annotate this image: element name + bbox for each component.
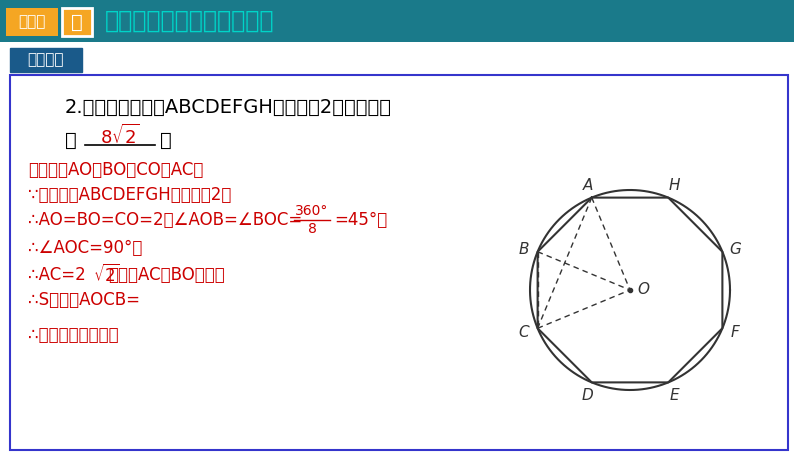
Text: ，此时AC与BO垂直，: ，此时AC与BO垂直， <box>108 266 225 284</box>
Text: ∴S四边形AOCB=: ∴S四边形AOCB= <box>28 291 140 309</box>
Text: 360°: 360° <box>295 204 329 218</box>
Text: E: E <box>669 388 679 403</box>
Text: ∴∠AOC=90°，: ∴∠AOC=90°， <box>28 239 142 257</box>
Text: ∴AC=2: ∴AC=2 <box>28 266 86 284</box>
Text: A: A <box>583 178 593 193</box>
FancyBboxPatch shape <box>6 8 58 36</box>
Text: F: F <box>731 325 740 340</box>
Text: 8: 8 <box>307 222 317 236</box>
Text: 为: 为 <box>65 131 77 149</box>
Text: 典例精析: 典例精析 <box>28 53 64 67</box>
Text: $\sqrt{2}$: $\sqrt{2}$ <box>93 264 119 286</box>
Text: C: C <box>518 325 529 340</box>
Text: ．: ． <box>160 131 172 149</box>
FancyBboxPatch shape <box>10 75 788 450</box>
FancyBboxPatch shape <box>10 48 82 72</box>
FancyBboxPatch shape <box>62 8 92 36</box>
Text: $8\sqrt{2}$: $8\sqrt{2}$ <box>100 124 140 148</box>
Text: O: O <box>637 283 649 298</box>
Text: 知识点: 知识点 <box>18 15 46 29</box>
FancyBboxPatch shape <box>0 0 794 42</box>
Text: ∵正八边形ABCDEFGH的半径为2，: ∵正八边形ABCDEFGH的半径为2， <box>28 186 231 204</box>
Text: 解：连接AO，BO，CO，AC，: 解：连接AO，BO，CO，AC， <box>28 161 203 179</box>
Text: =45°，: =45°， <box>334 211 387 229</box>
Text: B: B <box>518 242 529 257</box>
Text: D: D <box>582 388 594 403</box>
Text: 三: 三 <box>71 12 83 32</box>
Text: ∴AO=BO=CO=2，∠AOB=∠BOC=: ∴AO=BO=CO=2，∠AOB=∠BOC= <box>28 211 303 229</box>
Text: 2.如图，正八边形ABCDEFGH的半径为2，它的面积: 2.如图，正八边形ABCDEFGH的半径为2，它的面积 <box>65 98 392 116</box>
Text: H: H <box>669 178 680 193</box>
Text: 圆内接正多边形的有关计算: 圆内接正多边形的有关计算 <box>105 9 275 33</box>
Text: ∴正八边形面积为：: ∴正八边形面积为： <box>28 326 118 344</box>
Text: G: G <box>730 242 742 257</box>
